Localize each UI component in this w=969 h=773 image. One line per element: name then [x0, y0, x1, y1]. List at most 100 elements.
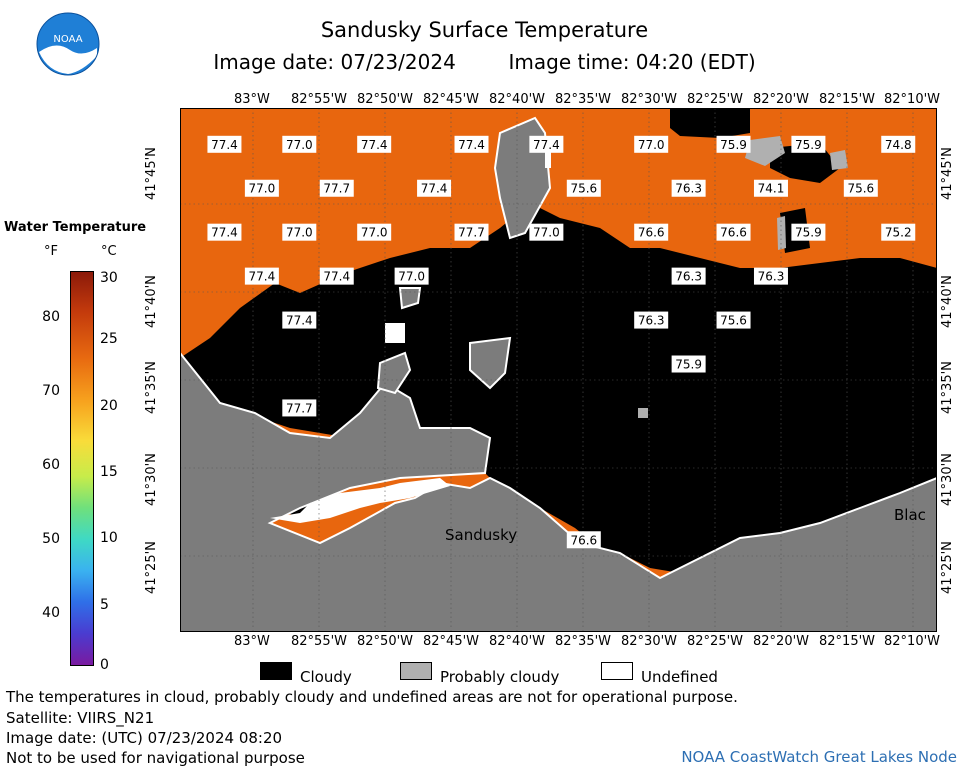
legend-unit-c: °C	[101, 244, 117, 259]
temperature-label: 76.3	[671, 267, 706, 285]
image-datetime: Image date: 07/23/2024 Image time: 04:20…	[0, 50, 969, 74]
temperature-label-box	[881, 223, 916, 241]
temperature-label-box	[716, 223, 751, 241]
temperature-value: 75.6	[847, 182, 874, 196]
disclaimer-text: The temperatures in cloud, probably clou…	[6, 688, 738, 706]
temperature-value: 77.4	[286, 314, 313, 328]
longitude-label: 82°30'W	[621, 92, 678, 107]
temperature-value: 77.4	[211, 226, 238, 240]
temperature-label-box	[881, 135, 916, 153]
temperature-label: 77.0	[282, 223, 317, 241]
temperature-label: 77.0	[357, 223, 392, 241]
temperature-label: 75.9	[791, 223, 826, 241]
temperature-value: 77.7	[458, 226, 485, 240]
temperature-label-box	[357, 223, 392, 241]
temperature-value: 77.4	[323, 270, 350, 284]
temperature-label: 75.9	[671, 355, 706, 373]
key-undefined-label: Undefined	[641, 668, 718, 686]
undefined-area	[270, 148, 551, 523]
temperature-value: 77.0	[398, 270, 425, 284]
temperature-value: 76.6	[570, 533, 597, 547]
temperature-label: 76.3	[634, 311, 669, 329]
longitude-label: 82°35'W	[555, 634, 612, 649]
temperature-label-box	[843, 179, 878, 197]
legend-tick-c: 0	[100, 657, 109, 673]
temperature-label: 75.9	[716, 135, 751, 153]
longitude-label: 82°10'W	[884, 634, 941, 649]
longitude-label: 82°10'W	[884, 92, 941, 107]
longitude-label: 82°40'W	[489, 92, 546, 107]
temperature-colorbar	[70, 271, 94, 666]
temperature-label-box	[282, 399, 317, 417]
temperature-label: 77.4	[207, 135, 242, 153]
temperature-label: 77.0	[634, 135, 669, 153]
temperature-label-box	[319, 267, 354, 285]
utc-date-text: Image date: (UTC) 07/23/2024 08:20	[6, 729, 283, 747]
temperature-label: 76.3	[671, 179, 706, 197]
map-frame	[180, 108, 937, 632]
temperature-label: 75.9	[791, 135, 826, 153]
image-time: Image time: 04:20 (EDT)	[508, 50, 756, 74]
longitude-label: 82°20'W	[753, 634, 810, 649]
longitude-label: 83°W	[234, 92, 270, 107]
place-label-blac: Blac	[894, 506, 926, 524]
temperature-label-box	[357, 135, 392, 153]
temperature-labels: 77.4 77.0 77.4 77.4 77.4 77.0 75.9 75.9 74.8 77.0…	[207, 135, 916, 549]
temperature-label-box	[394, 267, 429, 285]
place-label-sandusky: Sandusky	[445, 526, 517, 544]
temperature-label-box	[529, 135, 564, 153]
temperature-label: 77.4	[417, 179, 452, 197]
temperature-value: 77.7	[286, 401, 313, 415]
nav-warning-text: Not to be used for navigational purpose	[6, 749, 305, 767]
longitude-label: 82°20'W	[753, 92, 810, 107]
temperature-label: 76.6	[716, 223, 751, 241]
temperature-label: 74.1	[753, 179, 788, 197]
temperature-value: 76.3	[638, 314, 665, 328]
temperature-label-box	[244, 179, 279, 197]
temperature-label-box	[566, 531, 601, 549]
temperature-value: 77.0	[286, 138, 313, 152]
temperature-label-box	[716, 135, 751, 153]
latitude-label: 41°35'N	[940, 361, 955, 414]
temperature-label: 77.4	[319, 267, 354, 285]
longitude-label: 82°55'W	[291, 634, 348, 649]
longitude-label: 82°15'W	[819, 634, 876, 649]
temperature-value: 75.9	[720, 138, 747, 152]
temperature-value: 77.0	[533, 226, 560, 240]
temperature-label: 77.4	[357, 135, 392, 153]
legend-tick-c: 10	[100, 530, 118, 546]
longitude-label: 82°30'W	[621, 634, 678, 649]
temperature-value: 77.0	[286, 226, 313, 240]
longitude-label: 82°40'W	[489, 634, 546, 649]
temperature-label: 75.2	[881, 223, 916, 241]
temperature-value: 77.4	[421, 182, 448, 196]
legend-tick-f: 80	[42, 309, 60, 325]
longitude-label: 83°W	[234, 634, 270, 649]
temperature-label-box	[417, 179, 452, 197]
temperature-label: 77.4	[454, 135, 489, 153]
satellite-text: Satellite: VIIRS_N21	[6, 709, 155, 727]
longitude-label: 82°50'W	[357, 92, 414, 107]
temperature-value: 77.4	[211, 138, 238, 152]
legend-title: Water Temperature	[4, 220, 147, 235]
legend-tick-c: 20	[100, 398, 118, 414]
temperature-label-box	[244, 267, 279, 285]
temperature-label-box	[753, 179, 788, 197]
latitude-label: 41°35'N	[144, 361, 159, 414]
temperature-label: 77.0	[282, 135, 317, 153]
latitude-label: 41°45'N	[940, 147, 955, 200]
longitude-label: 82°25'W	[687, 92, 744, 107]
temperature-value: 76.6	[638, 226, 665, 240]
temperature-label: 77.7	[454, 223, 489, 241]
legend-tick-c: 5	[100, 597, 109, 613]
longitude-label: 82°15'W	[819, 92, 876, 107]
temperature-label-box	[753, 267, 788, 285]
temperature-label: 75.6	[566, 179, 601, 197]
temperature-label: 77.4	[529, 135, 564, 153]
longitude-label: 82°50'W	[357, 634, 414, 649]
temperature-label-box	[207, 135, 242, 153]
legend-tick-f: 70	[42, 383, 60, 399]
temperature-label-box	[566, 179, 601, 197]
temperature-label-box	[634, 135, 669, 153]
temperature-label-box	[791, 135, 826, 153]
